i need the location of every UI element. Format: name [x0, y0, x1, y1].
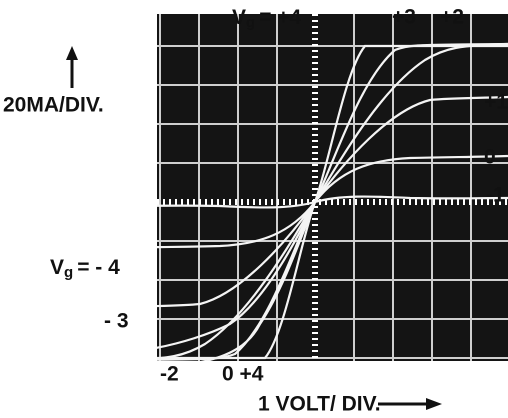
figure: Vg= +4 +3 +2 +1 0 -1 20MA/DIV. Vg= - 4 -… [0, 0, 508, 418]
value: = +4 [259, 6, 301, 29]
x-arrow [378, 398, 442, 410]
y-arrow [66, 46, 78, 88]
curve-label: +3 [392, 6, 416, 29]
value: = - 4 [77, 256, 120, 279]
vg-top-label: Vg= +4 [232, 6, 302, 31]
x-unit: 1 VOLT/ DIV. [258, 393, 381, 416]
curve-label: -1 [486, 184, 505, 207]
vg-left-label: Vg= - 4 [50, 256, 120, 281]
curve-label: -2 [160, 363, 179, 386]
subscript: g [246, 14, 255, 31]
y-unit: 20MA/DIV. [3, 94, 104, 117]
curve-label: +1 [484, 91, 508, 114]
curve-label: 0 [484, 146, 496, 169]
curve-label: - 3 [104, 310, 129, 333]
scope-screen [157, 14, 508, 361]
curve-label: +2 [440, 6, 464, 29]
symbol: V [232, 6, 246, 29]
curve-label: 0 +4 [222, 363, 264, 386]
symbol: V [50, 256, 64, 279]
subscript: g [64, 264, 73, 281]
